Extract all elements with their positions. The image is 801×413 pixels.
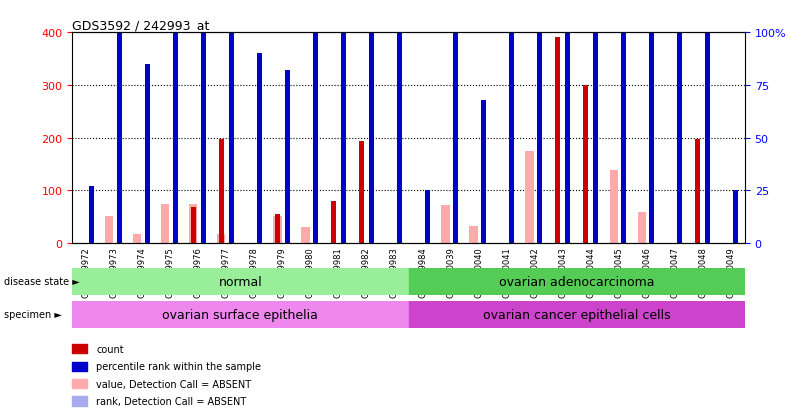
Bar bbox=[734, 230, 739, 244]
Bar bbox=[650, 0, 654, 244]
Bar bbox=[145, 199, 150, 244]
Bar bbox=[105, 216, 113, 244]
Text: specimen ►: specimen ► bbox=[4, 310, 62, 320]
Text: value, Detection Call = ABSENT: value, Detection Call = ABSENT bbox=[96, 379, 252, 389]
Bar bbox=[622, 180, 626, 244]
Bar bbox=[201, 0, 206, 244]
Bar bbox=[481, 100, 486, 244]
Bar bbox=[72, 344, 87, 354]
Bar bbox=[409, 268, 745, 295]
Text: ovarian cancer epithelial cells: ovarian cancer epithelial cells bbox=[483, 309, 670, 321]
Text: rank, Detection Call = ABSENT: rank, Detection Call = ABSENT bbox=[96, 396, 247, 406]
Bar bbox=[331, 202, 336, 244]
Bar bbox=[469, 227, 477, 244]
Bar bbox=[72, 379, 87, 388]
Bar bbox=[359, 142, 364, 244]
Bar bbox=[425, 230, 430, 244]
Bar bbox=[275, 215, 280, 244]
Bar bbox=[301, 228, 309, 244]
Bar bbox=[173, 0, 178, 244]
Text: count: count bbox=[96, 344, 123, 354]
Bar bbox=[678, 0, 682, 244]
Bar bbox=[509, 162, 514, 244]
Bar bbox=[285, 200, 290, 244]
Bar bbox=[509, 0, 514, 244]
Bar bbox=[638, 212, 646, 244]
Bar bbox=[706, 156, 710, 244]
Bar bbox=[72, 362, 87, 371]
Bar bbox=[650, 182, 654, 244]
Text: ovarian surface epithelia: ovarian surface epithelia bbox=[163, 309, 318, 321]
Bar bbox=[229, 0, 234, 244]
Bar bbox=[369, 0, 374, 244]
Text: GDS3592 / 242993_at: GDS3592 / 242993_at bbox=[72, 19, 210, 32]
Bar bbox=[678, 182, 682, 244]
Bar bbox=[72, 396, 87, 406]
Bar bbox=[285, 71, 290, 244]
Bar bbox=[453, 0, 458, 244]
Bar bbox=[397, 0, 402, 244]
Bar bbox=[441, 206, 449, 244]
Text: normal: normal bbox=[219, 275, 262, 288]
Bar bbox=[537, 0, 542, 244]
Bar bbox=[313, 0, 318, 244]
Bar bbox=[145, 64, 150, 244]
Bar bbox=[72, 268, 409, 295]
Bar bbox=[72, 301, 409, 328]
Bar bbox=[481, 208, 486, 244]
Bar bbox=[583, 86, 588, 244]
Bar bbox=[189, 204, 197, 244]
Bar bbox=[217, 234, 225, 244]
Bar bbox=[257, 54, 262, 244]
Bar bbox=[133, 234, 141, 244]
Bar bbox=[219, 140, 223, 244]
Bar bbox=[341, 230, 346, 244]
Bar bbox=[566, 0, 570, 244]
Bar bbox=[706, 0, 710, 244]
Bar bbox=[453, 178, 458, 244]
Bar bbox=[89, 187, 94, 244]
Bar bbox=[89, 230, 94, 244]
Bar bbox=[594, 0, 598, 244]
Bar bbox=[161, 204, 169, 244]
Text: ovarian adenocarcinoma: ovarian adenocarcinoma bbox=[499, 275, 654, 288]
Bar bbox=[273, 216, 281, 244]
Bar bbox=[409, 301, 745, 328]
Bar bbox=[734, 191, 739, 244]
Text: percentile rank within the sample: percentile rank within the sample bbox=[96, 361, 261, 371]
Bar bbox=[425, 191, 430, 244]
Bar bbox=[341, 0, 346, 244]
Bar bbox=[525, 152, 533, 244]
Bar bbox=[610, 171, 618, 244]
Bar bbox=[555, 38, 560, 244]
Text: disease state ►: disease state ► bbox=[4, 277, 80, 287]
Bar bbox=[622, 0, 626, 244]
Bar bbox=[191, 208, 195, 244]
Bar bbox=[117, 12, 122, 244]
Bar bbox=[695, 140, 700, 244]
